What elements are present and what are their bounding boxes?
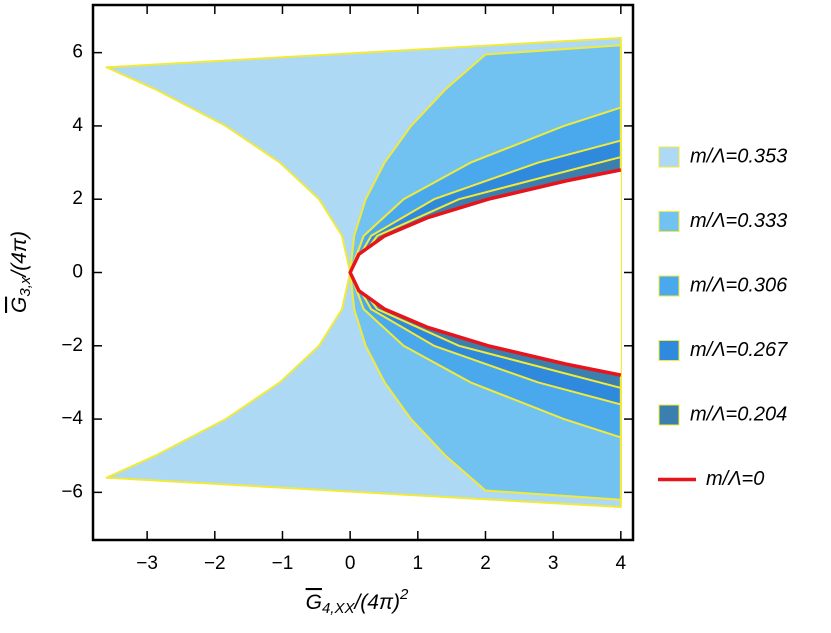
x-label-sup: 2 xyxy=(399,586,409,603)
x-label-base: G xyxy=(306,591,322,614)
y-axis-label: G3,x/(4π) xyxy=(8,231,34,313)
y-label-sub: 3,x xyxy=(17,276,34,297)
x-tick-label: 4 xyxy=(616,553,627,574)
legend-label: m/Λ=0.267 xyxy=(690,339,788,361)
x-tick-label: −1 xyxy=(272,553,294,574)
y-tick-label: −2 xyxy=(61,335,83,356)
y-tick-label: −4 xyxy=(61,408,83,429)
y-label-base: G xyxy=(8,297,31,313)
y-tick-label: 4 xyxy=(72,115,83,136)
legend-label: m/Λ=0.333 xyxy=(690,210,787,232)
x-tick-label: 1 xyxy=(413,553,424,574)
inner-region xyxy=(350,169,621,376)
y-tick-label: −6 xyxy=(61,481,83,502)
x-label-sub: 4,XX xyxy=(322,600,356,617)
y-tick-label: 0 xyxy=(72,262,83,283)
legend-swatch xyxy=(658,211,680,232)
legend-swatch xyxy=(658,146,680,168)
legend-swatch xyxy=(658,404,680,426)
legend-label: m/Λ=0 xyxy=(706,468,764,490)
plot-area xyxy=(105,36,622,509)
x-tick-label: −2 xyxy=(204,553,226,574)
line xyxy=(348,168,622,377)
y-label-rest: /(4π) xyxy=(8,231,31,279)
x-tick-label: 3 xyxy=(548,553,559,574)
legend-swatch xyxy=(658,275,680,297)
x-label-rest: /(4π) xyxy=(352,591,400,614)
x-axis-label: G4,XX/(4π)2 xyxy=(306,586,409,617)
legend-label: m/Λ=0.306 xyxy=(690,274,788,296)
legend: m/Λ=0.353 m/Λ=0.333 m/Λ=0.306 m/Λ=0.267 m/Λ=… xyxy=(658,145,788,490)
legend-label: m/Λ=0.204 xyxy=(690,403,787,425)
x-tick-label: −3 xyxy=(136,553,158,574)
x-tick-label: 0 xyxy=(345,553,356,574)
x-tick-label: 2 xyxy=(480,553,491,574)
legend-swatch xyxy=(658,340,680,361)
y-tick-label: 6 xyxy=(72,42,83,63)
y-tick-label: 2 xyxy=(72,188,83,209)
legend-label: m/Λ=0.353 xyxy=(690,145,787,167)
